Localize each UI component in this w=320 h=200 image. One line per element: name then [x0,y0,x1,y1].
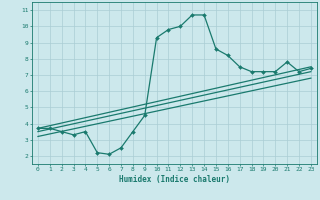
X-axis label: Humidex (Indice chaleur): Humidex (Indice chaleur) [119,175,230,184]
